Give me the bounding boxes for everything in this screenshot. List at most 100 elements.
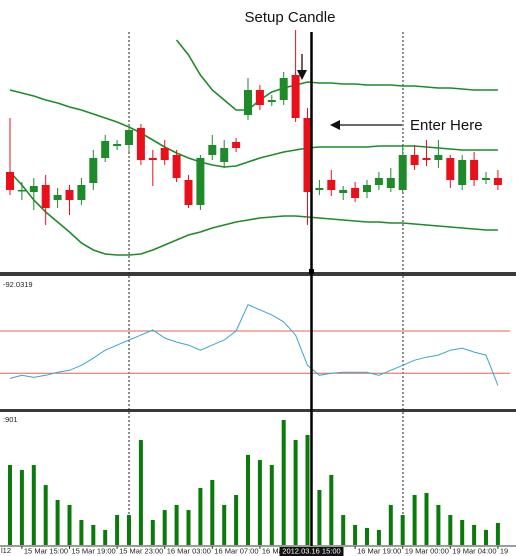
candle-body bbox=[232, 142, 241, 148]
candle-body bbox=[172, 155, 181, 178]
candle-body bbox=[315, 188, 324, 190]
cursor-label-bg bbox=[279, 547, 344, 556]
volume-bar bbox=[424, 493, 429, 545]
candle-body bbox=[160, 148, 169, 160]
candle-body bbox=[351, 188, 360, 198]
x-tick-label: 15 Mar 19:00 bbox=[72, 546, 116, 555]
volume-bar bbox=[246, 454, 250, 545]
volume-bar bbox=[365, 527, 369, 545]
volume-bar bbox=[412, 494, 417, 545]
candle-body bbox=[363, 185, 371, 192]
x-tick-label: 19 bbox=[500, 546, 508, 555]
volume-bar bbox=[376, 529, 381, 545]
volume-bar bbox=[210, 479, 215, 545]
x-tick-label: 19 Mar 00:00 bbox=[405, 546, 449, 555]
line-series bbox=[9, 304, 499, 386]
candle-body bbox=[65, 190, 74, 200]
volume-bar bbox=[186, 510, 191, 545]
candle-body bbox=[113, 144, 122, 146]
x-tick-label: 16 Mar 19:00 bbox=[357, 546, 401, 555]
candle-body bbox=[291, 75, 300, 118]
volume-bar bbox=[91, 524, 96, 545]
scale-label: :901 bbox=[3, 415, 18, 424]
candle-body bbox=[29, 186, 38, 192]
volume-bar bbox=[353, 524, 358, 545]
volume-bar bbox=[150, 519, 155, 545]
candle-body bbox=[125, 130, 133, 145]
volume-bar bbox=[174, 504, 179, 545]
candle-body bbox=[89, 158, 98, 183]
candle-body bbox=[220, 148, 229, 162]
volume-bar bbox=[234, 494, 239, 545]
candle-body bbox=[196, 158, 205, 205]
candle-body bbox=[374, 178, 383, 185]
candle-body bbox=[327, 180, 336, 190]
candle-body bbox=[386, 178, 395, 188]
candle-body bbox=[208, 145, 217, 155]
candle-body bbox=[267, 100, 276, 102]
volume-bar bbox=[269, 465, 274, 545]
volume-bar bbox=[31, 465, 36, 545]
line-series bbox=[175, 39, 498, 111]
candle-body bbox=[41, 185, 50, 208]
candle-body bbox=[101, 141, 110, 158]
candle-body bbox=[6, 172, 14, 190]
volume-bar bbox=[198, 488, 203, 545]
volume-bar bbox=[388, 504, 393, 545]
candle-body bbox=[482, 178, 490, 180]
candle-body bbox=[244, 90, 252, 115]
volume-bar bbox=[460, 519, 465, 545]
annotation: Setup Candle bbox=[245, 9, 336, 26]
volume-bar bbox=[341, 515, 346, 545]
volume-bar bbox=[19, 469, 24, 545]
volume-bar bbox=[138, 440, 143, 545]
candle-body bbox=[53, 195, 62, 200]
candle-body bbox=[470, 160, 479, 180]
x-tick-label: 15 Mar 23:00 bbox=[119, 546, 163, 555]
candle-body bbox=[434, 155, 443, 160]
x-tick-label: 15 Mar 15:00 bbox=[24, 546, 68, 555]
candle-body bbox=[279, 78, 288, 100]
volume-bar bbox=[67, 504, 72, 545]
volume-bar bbox=[329, 474, 334, 545]
volume-bar bbox=[43, 485, 48, 545]
volume-bar bbox=[495, 522, 500, 545]
x-tick-label: 19 Mar 04:00 bbox=[452, 546, 496, 555]
line-series bbox=[9, 89, 498, 168]
arrow-head bbox=[297, 70, 307, 80]
volume-bar bbox=[305, 435, 310, 545]
candle-body bbox=[446, 158, 455, 180]
x-tick-label: 16 Mar 03:00 bbox=[167, 546, 211, 555]
volume-bar bbox=[472, 524, 477, 545]
candle-body bbox=[422, 158, 431, 160]
annotation: Enter Here bbox=[410, 117, 483, 134]
volume-bar bbox=[115, 515, 120, 545]
scale-label: -92.0319 bbox=[3, 280, 33, 289]
panel-separator bbox=[0, 409, 516, 412]
volume-bar bbox=[257, 460, 262, 545]
volume-bar bbox=[127, 515, 131, 545]
volume-bar bbox=[79, 519, 84, 545]
panel-separator bbox=[0, 272, 516, 276]
volume-bar bbox=[400, 515, 405, 545]
candle-body bbox=[77, 185, 86, 200]
x-tick-label: 2012.03.16 15:00 bbox=[282, 546, 340, 555]
candle-body bbox=[398, 155, 407, 190]
volume-bar bbox=[162, 510, 167, 545]
cursor-marker bbox=[309, 269, 314, 274]
volume-bar bbox=[281, 419, 286, 545]
candle-body bbox=[136, 128, 145, 160]
volume-bar bbox=[484, 529, 488, 545]
volume-bar bbox=[103, 529, 108, 545]
volume-bar bbox=[293, 440, 298, 545]
line-series bbox=[9, 171, 498, 256]
candle-body bbox=[255, 90, 264, 105]
candle-body bbox=[303, 118, 312, 192]
candle-body bbox=[17, 190, 26, 192]
x-tick-label: 16 Mar 07:00 bbox=[214, 546, 258, 555]
candle-body bbox=[184, 180, 193, 205]
marks: Setup Candle Enter Here -92.0319:901 l12 15 … bbox=[0, 9, 510, 556]
volume-bar bbox=[436, 504, 441, 545]
